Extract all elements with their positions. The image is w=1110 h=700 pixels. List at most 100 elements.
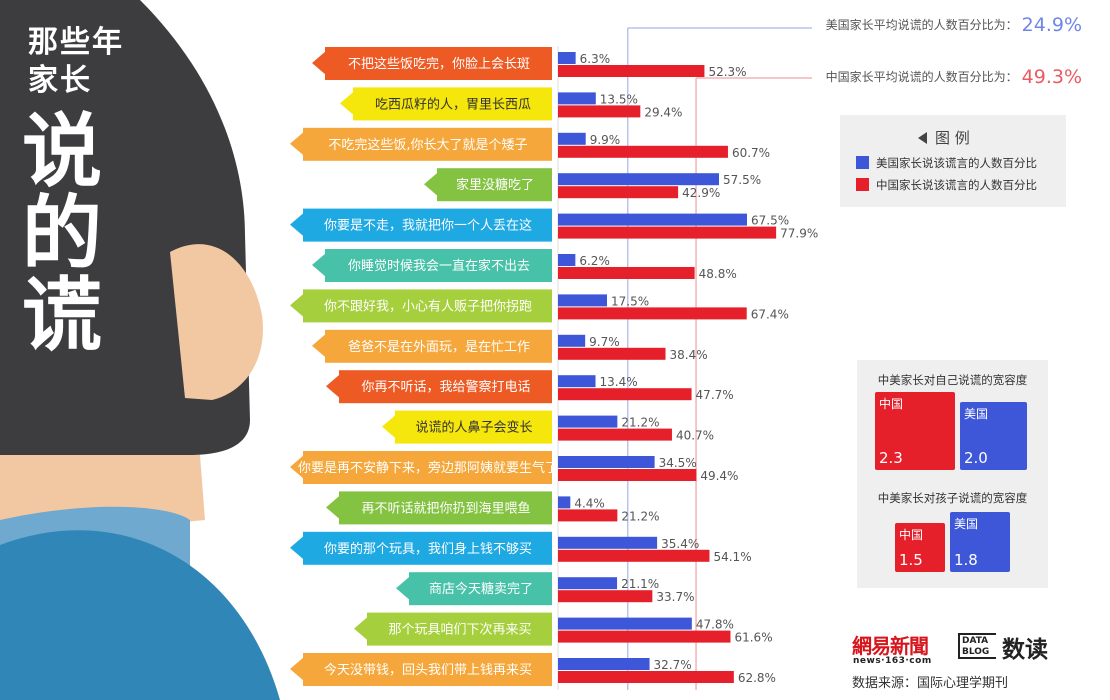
category-label: 你睡觉时候我会一直在家不出去: [348, 258, 530, 274]
category-label-box: [339, 491, 552, 525]
cn-bar-value-label: 49.4%: [700, 469, 738, 483]
cn-bar: [558, 388, 692, 401]
title-line-1: 那些年: [28, 25, 124, 60]
cn-average-value: 49.3%: [1021, 66, 1082, 88]
us-bar-value-label: 32.7%: [654, 658, 692, 672]
cn-bar: [558, 307, 747, 320]
child-tolerance-title: 中美家长对孩子说谎的宽容度: [877, 491, 1028, 505]
cn-bar: [558, 509, 618, 522]
netease-url: news·163·com: [853, 656, 932, 666]
branding: 網易新聞 news·163·com DATA BLOG 数读 数据来源：国际心理…: [852, 630, 1072, 691]
self-cn-name: 中国: [879, 397, 904, 411]
cn-bar-value-label: 21.2%: [621, 509, 659, 523]
cn-average-label: 中国家长平均说谎的人数百分比为：: [825, 70, 1018, 84]
us-bar-value-label: 17.5%: [611, 294, 649, 308]
self-tolerance-us-square: 美国 2.0: [960, 402, 1027, 470]
category-label-arrow: [326, 374, 340, 399]
us-average-label: 美国家长平均说谎的人数百分比为：: [825, 18, 1018, 32]
category-label: 爸爸不是在外面玩，是在忙工作: [348, 340, 530, 355]
child-us-name: 美国: [954, 517, 979, 531]
category-label-box: [339, 370, 552, 404]
self-us-value: 2.0: [964, 449, 988, 467]
tolerance-panel: 中美家长对自己说谎的宽容度 中国 2.3 美国 2.0 中美家长对孩子说谎的宽容…: [857, 360, 1048, 588]
cn-bar-value-label: 52.3%: [708, 65, 746, 79]
category-label: 那个玩具咱们下次再来买: [388, 622, 531, 638]
us-bar-value-label: 13.4%: [600, 375, 638, 389]
title-big-1: 说: [22, 105, 102, 198]
category-label-box: [353, 87, 552, 121]
category-label-arrow: [312, 333, 326, 358]
category-label-arrow: [312, 51, 326, 75]
netease-logo: 網易新聞: [852, 634, 929, 658]
category-label-arrow: [290, 212, 304, 237]
category-label: 吃西瓜籽的人，胃里长西瓜: [375, 96, 531, 112]
category-label-arrow: [396, 576, 410, 601]
us-bar-value-label: 35.4%: [661, 537, 699, 551]
us-bar-value-label: 34.5%: [659, 456, 697, 470]
cn-bar: [558, 549, 710, 562]
category-label-box: [325, 47, 552, 80]
us-bar: [558, 658, 650, 670]
cn-bar-value-label: 33.7%: [656, 590, 694, 604]
category-label-arrow: [290, 657, 304, 681]
cn-bar-value-label: 47.7%: [696, 388, 734, 402]
cn-bar-value-label: 48.8%: [699, 267, 737, 281]
category-label-arrow: [354, 616, 368, 641]
us-bar: [558, 536, 658, 549]
category-label-arrow: [312, 253, 326, 277]
us-bar: [558, 92, 596, 105]
category-label-arrow: [382, 414, 396, 439]
us-average-value: 24.9%: [1021, 14, 1082, 36]
category-label-box: [325, 249, 552, 282]
cn-bar: [558, 630, 731, 643]
cn-bar: [558, 145, 728, 158]
legend-item-cn: 中国家长说该谎言的人数百分比: [856, 177, 1037, 193]
cn-bar: [558, 65, 705, 77]
self-us-name: 美国: [964, 407, 989, 421]
category-label-box: [303, 451, 552, 484]
us-bar-value-label: 6.2%: [579, 254, 610, 268]
cn-bar: [558, 105, 641, 118]
cn-bar-value-label: 40.7%: [676, 429, 714, 443]
legend-title: 图 例: [918, 127, 970, 148]
category-label: 商店今天糖卖完了: [429, 581, 533, 597]
legend-label-cn: 中国家长说该谎言的人数百分比: [876, 178, 1037, 192]
category-label: 家里没糖吃了: [456, 177, 534, 193]
category-label: 你要是不走，我就把你一个人丢在这: [324, 218, 532, 234]
category-label-box: [409, 572, 552, 606]
cn-bar: [558, 590, 653, 603]
us-bar: [558, 52, 576, 64]
cn-bar: [558, 347, 666, 360]
us-bar-value-label: 67.5%: [751, 214, 789, 228]
us-bar: [558, 173, 719, 186]
us-bar: [558, 334, 586, 347]
cn-bar-value-label: 61.6%: [734, 631, 772, 645]
us-bar: [558, 415, 618, 428]
us-bar: [558, 577, 618, 590]
cn-bar-value-label: 38.4%: [670, 348, 708, 362]
child-tolerance-us-square: 美国 1.8: [950, 512, 1010, 572]
category-label: 你不跟好我，小心有人贩子把你拐跑: [324, 299, 532, 314]
legend-swatch-us: [856, 156, 869, 169]
category-label-box: [437, 168, 552, 202]
child-cn-name: 中国: [899, 528, 924, 542]
datablog-logo: DATA BLOG: [958, 633, 996, 659]
child-cn-value: 1.5: [899, 551, 923, 569]
legend-item-us: 美国家长说该谎言的人数百分比: [856, 155, 1037, 171]
us-bar: [558, 294, 607, 307]
cn-bar-value-label: 77.9%: [780, 227, 818, 241]
category-label-box: [395, 410, 552, 444]
data-source: 数据来源：国际心理学期刊: [852, 676, 1009, 691]
us-bar: [558, 132, 586, 145]
self-tolerance-title: 中美家长对自己说谎的宽容度: [877, 373, 1028, 387]
category-label-arrow: [340, 91, 354, 116]
category-label: 你要的那个玩具，我们身上钱不够买: [324, 541, 532, 557]
us-bar: [558, 375, 596, 388]
cn-bar-value-label: 54.1%: [713, 550, 751, 564]
us-bar-value-label: 21.1%: [621, 577, 659, 591]
category-label-arrow: [290, 131, 304, 156]
us-average-annotation: 美国家长平均说谎的人数百分比为： 24.9%: [826, 14, 1082, 36]
category-label-arrow: [326, 495, 340, 520]
